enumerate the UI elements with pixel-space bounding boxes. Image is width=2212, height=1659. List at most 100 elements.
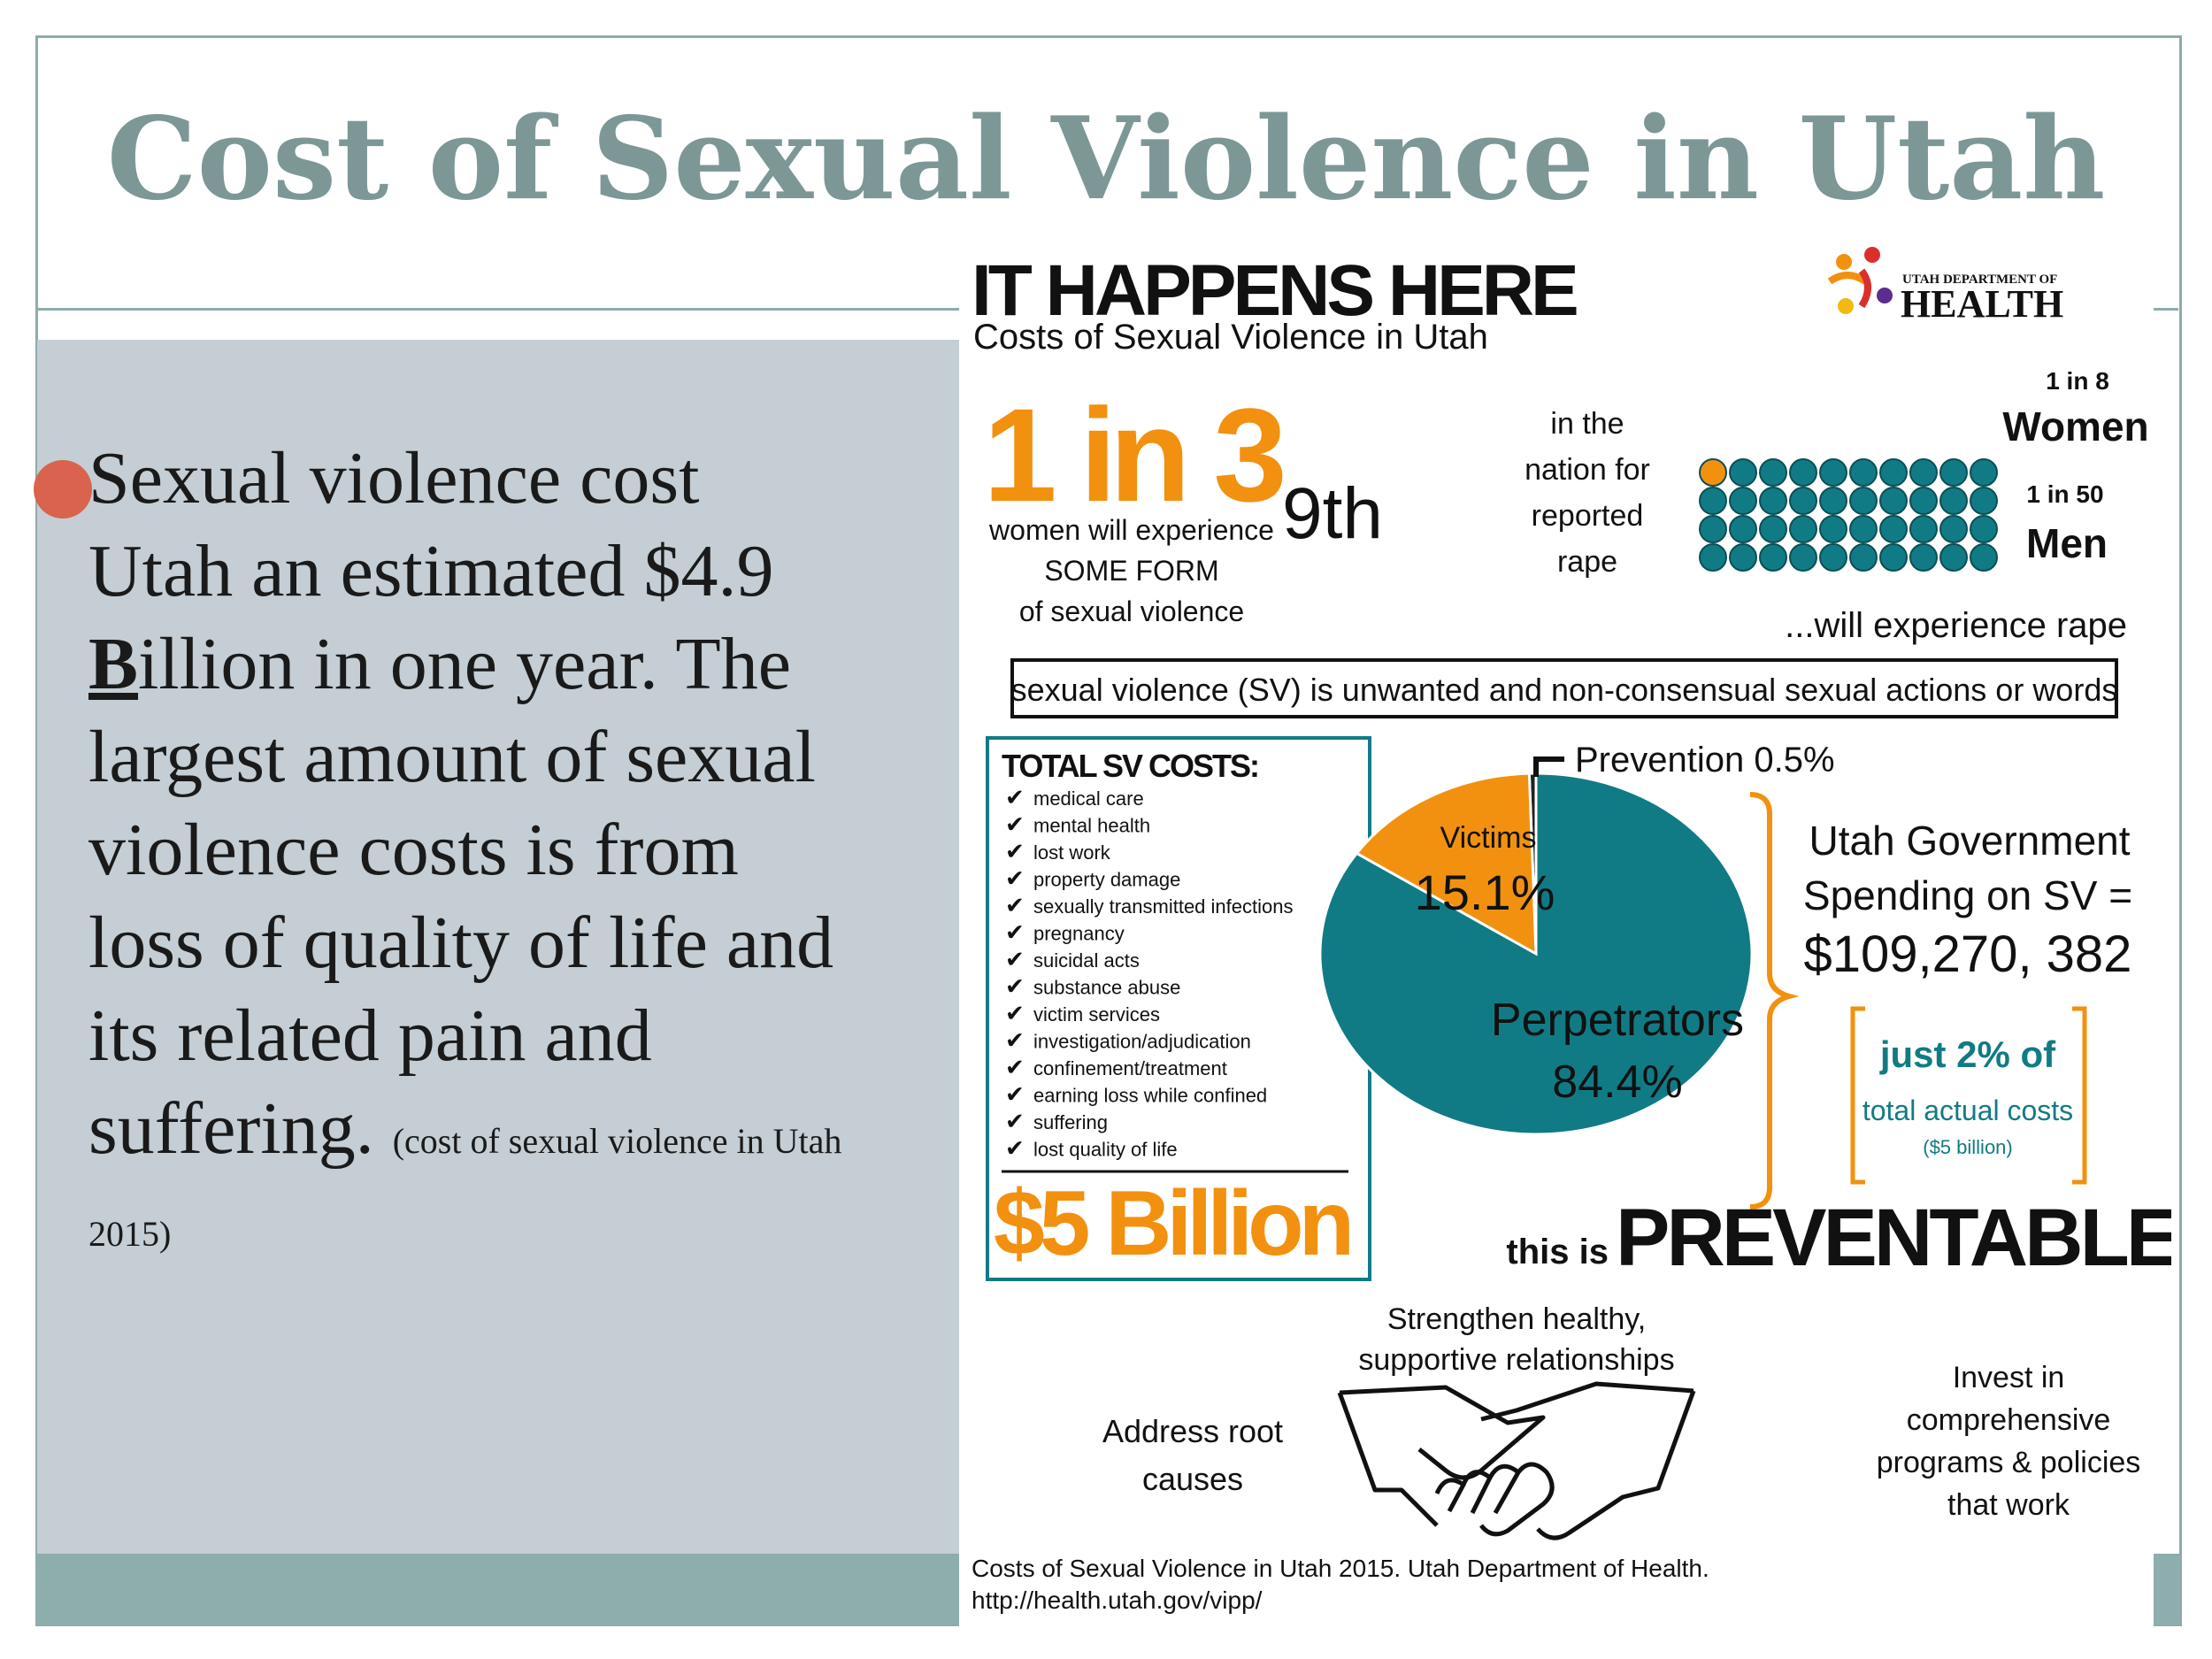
gov-spending-line1: Utah Government: [1809, 818, 2130, 864]
cost-item: earning loss while confined: [1033, 1085, 1267, 1107]
stat-one-in-three: 1 in 3: [983, 380, 1282, 529]
strategy-top-line2: supportive relationships: [1358, 1343, 1674, 1377]
gov-spending-amount: $109,270, 382: [1804, 926, 2132, 983]
stat-one-line3: of sexual violence: [1019, 595, 1244, 627]
cost-item: victim services: [1033, 1003, 1160, 1025]
preventable-small: this is: [1506, 1233, 1609, 1271]
person-dot: [1909, 487, 1938, 515]
costs-title: TOTAL SV COSTS:: [1002, 748, 1258, 784]
share-line3: ($5 billion): [1923, 1136, 2013, 1158]
cost-item: substance abuse: [1033, 977, 1180, 999]
men-ratio: 1 in 50: [2026, 480, 2103, 508]
cost-item: lost work: [1033, 841, 1111, 864]
person-dot: [1729, 487, 1757, 515]
bullet-text-start: Sexual violence cost Utah an estimated $…: [88, 437, 774, 612]
person-dot: [1789, 487, 1817, 515]
person-dot: [1789, 458, 1817, 487]
definition-text: sexual violence (SV) is unwanted and non…: [1011, 672, 2118, 708]
checkmark-icon: ✔: [1005, 865, 1025, 892]
person-dot: [1849, 515, 1878, 543]
person-dot: [1970, 543, 1998, 572]
checkmark-icon: ✔: [1005, 811, 1025, 838]
person-dot: [1849, 543, 1878, 572]
person-dot: [1970, 458, 1998, 487]
person-dot: [1789, 543, 1817, 572]
bullet-text: Sexual violence cost Utah an estimated $…: [88, 432, 849, 1268]
infographic-subheadline: Costs of Sexual Violence in Utah: [973, 318, 1488, 357]
stat-rank-line1: in the: [1550, 407, 1624, 441]
share-line2: total actual costs: [1863, 1094, 2073, 1126]
checkmark-icon: ✔: [1005, 892, 1025, 918]
strategy-right-line4: that work: [1947, 1488, 2070, 1522]
person-dot: [1789, 515, 1817, 543]
cost-pie-chart: [1318, 772, 1754, 1136]
cost-item: pregnancy: [1033, 923, 1125, 945]
person-dot: [1939, 543, 1968, 572]
source-line1: Costs of Sexual Violence in Utah 2015. U…: [972, 1555, 1709, 1582]
strategy-right-line2: comprehensive: [1907, 1403, 2111, 1437]
checkmark-icon: ✔: [1005, 919, 1025, 946]
person-dot: [1909, 543, 1938, 572]
stat-rank-line3: reported: [1532, 499, 1644, 533]
bullet-text-end: illion in one year. The largest amount o…: [88, 623, 834, 1170]
cost-item: property damage: [1033, 869, 1180, 891]
source-line2: http://health.utah.gov/vipp/: [972, 1586, 1263, 1614]
person-dot: [1759, 543, 1787, 572]
men-label: Men: [2026, 520, 2108, 566]
person-dot: [1819, 515, 1847, 543]
cost-item: sexually transmitted infections: [1033, 895, 1293, 918]
person-dot: [1939, 515, 1968, 543]
checkmark-icon: ✔: [1005, 1027, 1025, 1054]
rape-footer: ...will experience rape: [1785, 606, 2127, 645]
person-dot: [1729, 515, 1757, 543]
checkmark-icon: ✔: [1005, 946, 1025, 972]
logo-line1: UTAH DEPARTMENT OF: [1902, 273, 2057, 287]
stat-rank-line2: nation for: [1525, 453, 1650, 487]
person-dot: [1939, 487, 1968, 515]
infographic-headline: IT HAPPENS HERE: [972, 250, 1577, 331]
strategy-right-line1: Invest in: [1953, 1361, 2065, 1394]
person-dot: [1909, 515, 1938, 543]
strategy-top-line1: Strengthen healthy,: [1387, 1302, 1646, 1336]
checkmark-icon: ✔: [1005, 1054, 1025, 1080]
pie-label-prevention: Prevention 0.5%: [1575, 741, 1835, 780]
checkmark-icon: ✔: [1005, 1108, 1025, 1134]
person-dot: [1699, 515, 1727, 543]
strategy-left-line1: Address root: [1102, 1413, 1283, 1449]
person-dot: [1819, 543, 1847, 572]
pie-label-perp-name: Perpetrators: [1491, 995, 1744, 1046]
health-department-logo: UTAH DEPARTMENT OF HEALTH: [1827, 247, 2063, 326]
checkmark-icon: ✔: [1005, 973, 1025, 1000]
person-dot: [1759, 458, 1787, 487]
checkmark-icon: ✔: [1005, 838, 1025, 864]
cost-list: ✔ medical care ✔ mental health ✔ lost work ✔ pr…: [1005, 784, 1293, 1162]
checkmark-icon: ✔: [1005, 1000, 1025, 1026]
strategy-left-line2: causes: [1142, 1461, 1243, 1497]
cost-item: medical care: [1033, 787, 1144, 810]
person-dot: [1699, 543, 1727, 572]
person-dot: [1939, 458, 1968, 487]
cost-item: suicidal acts: [1033, 949, 1140, 972]
pie-label-victims-pct: 15.1%: [1415, 864, 1555, 920]
person-dot: [1819, 487, 1847, 515]
stat-rank: 9th: [1282, 473, 1383, 554]
dot-grid: [1699, 458, 1998, 572]
share-bracket: [1850, 1006, 2087, 1185]
stat-one-line1: women will experience: [988, 514, 1274, 546]
cost-item: confinement/treatment: [1033, 1057, 1227, 1079]
person-dot: [1729, 543, 1757, 572]
person-dot: [1759, 487, 1787, 515]
checkmark-icon: ✔: [1005, 784, 1025, 810]
costs-total: $5 Billion: [994, 1172, 1350, 1275]
person-dot: [1699, 487, 1727, 515]
slide-title: Cost of Sexual Violence in Utah: [106, 93, 2106, 226]
spending-bracket: [1749, 792, 1800, 1210]
gov-spending-line2: Spending on SV =: [1803, 872, 2132, 918]
person-dot: [1970, 515, 1998, 543]
person-dot: [1879, 458, 1908, 487]
person-dot: [1879, 487, 1908, 515]
person-dot: [1879, 543, 1908, 572]
preventable-big: PREVENTABLE.: [1616, 1193, 2171, 1283]
definition-box: [1010, 658, 2118, 718]
person-dot: [1879, 515, 1908, 543]
